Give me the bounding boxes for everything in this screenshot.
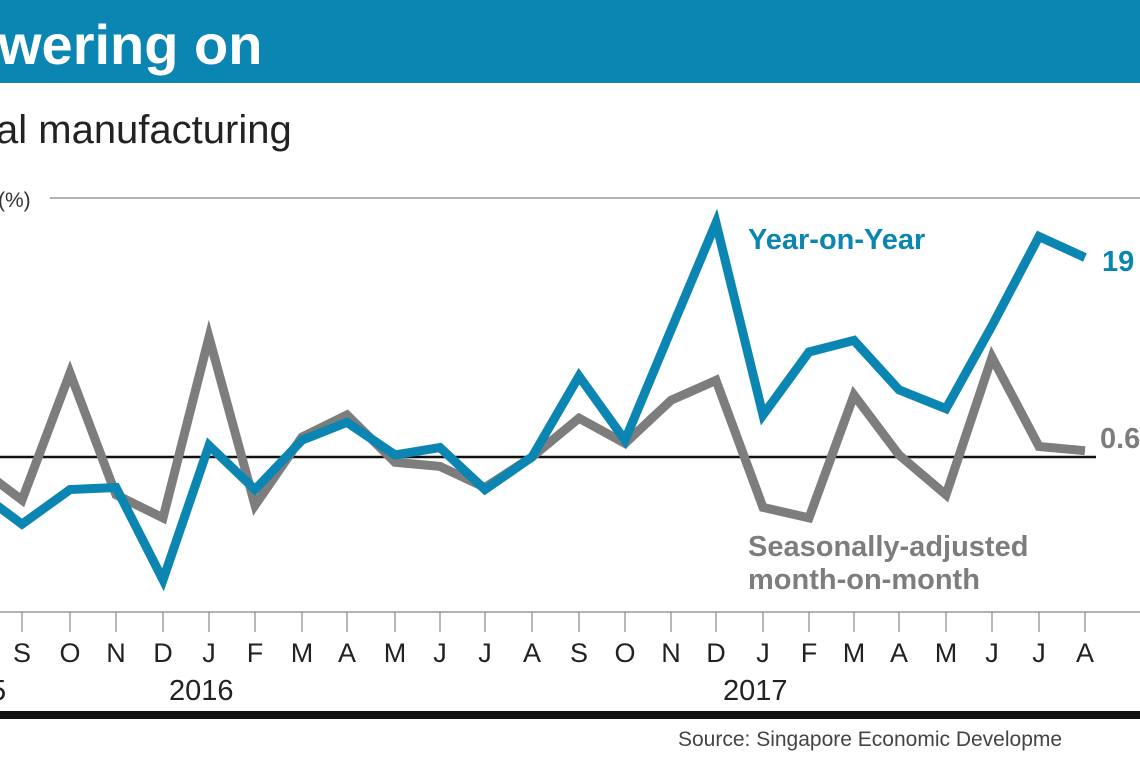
x-tick-label: D xyxy=(153,638,173,668)
x-tick-label: F xyxy=(247,638,264,668)
bottom-rule xyxy=(0,711,1140,719)
x-tick-label: N xyxy=(106,638,126,668)
title-band xyxy=(0,0,1140,83)
legend-year-on-year: Year-on-Year xyxy=(748,224,925,256)
x-tick-label: F xyxy=(801,638,818,668)
x-tick-label: A xyxy=(1076,638,1094,668)
x-tick-label: A xyxy=(890,638,908,668)
x-tick-label: M xyxy=(935,638,958,668)
chart-title: wering on xyxy=(0,13,262,76)
x-tick-label: S xyxy=(570,638,588,668)
year-label: 2017 xyxy=(723,675,788,707)
x-tick-label: J xyxy=(478,638,492,668)
x-tick-label: M xyxy=(291,638,314,668)
legend-mom-line1: Seasonally-adjusted xyxy=(748,531,1028,563)
x-ticks: SONDJFMAMJJASONDJFMAMJJA520162017 xyxy=(0,612,1094,707)
legend-mom-line2: month-on-month xyxy=(748,564,980,596)
x-tick-label: J xyxy=(756,638,770,668)
end-label-mom: 0.6 xyxy=(1100,423,1140,455)
x-tick-label: S xyxy=(13,638,31,668)
x-tick-label: A xyxy=(338,638,356,668)
x-tick-label: O xyxy=(614,638,635,668)
x-tick-label: N xyxy=(661,638,681,668)
x-tick-label: A xyxy=(523,638,541,668)
x-tick-label: J xyxy=(985,638,999,668)
series-lines xyxy=(0,208,1087,592)
x-tick-label: J xyxy=(202,638,216,668)
x-tick-label: M xyxy=(843,638,866,668)
chart-subtitle: al manufacturing xyxy=(0,108,292,152)
series-line-year-on-year xyxy=(0,208,1087,592)
x-tick-label: O xyxy=(59,638,80,668)
x-tick-label: D xyxy=(706,638,726,668)
year-label: 2016 xyxy=(169,675,234,707)
x-tick-label: M xyxy=(384,638,407,668)
source-note: Source: Singapore Economic Developme xyxy=(678,728,1062,751)
y-axis-unit: (%) xyxy=(0,189,31,212)
year-label: 5 xyxy=(0,675,6,707)
x-tick-label: J xyxy=(433,638,447,668)
x-tick-label: J xyxy=(1032,638,1046,668)
series-line-month-on-month xyxy=(0,319,1086,525)
end-label-year-on-year: 19 xyxy=(1102,246,1134,278)
